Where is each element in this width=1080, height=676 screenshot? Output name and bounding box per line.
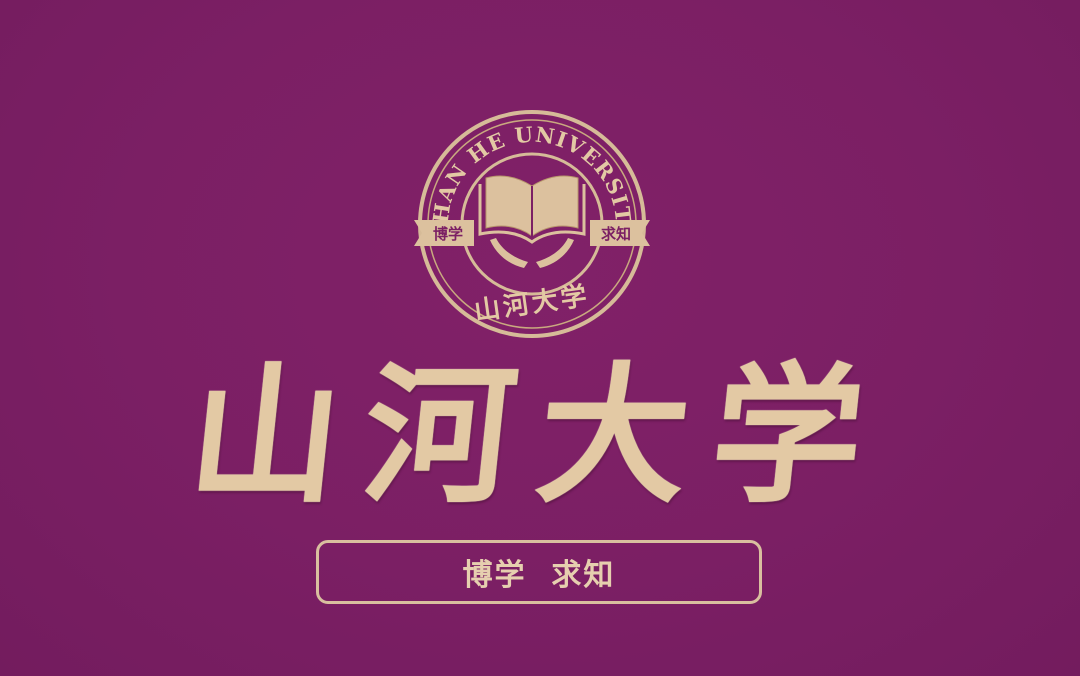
motto-frame: 博学 求知 [316, 540, 762, 604]
seal-ribbon-left: 博学 [433, 225, 463, 243]
seal-ribbon-right: 求知 [601, 225, 631, 243]
university-title: 山河大学 [181, 347, 896, 524]
cupped-hands-icon [490, 238, 574, 268]
open-book-icon [478, 175, 586, 244]
seal-ribbon: 博学 求知 [414, 220, 650, 246]
university-seal: SHAN HE UNIVERSITY 博学 求知 [412, 104, 652, 344]
motto-text: 博学 求知 [462, 558, 616, 593]
